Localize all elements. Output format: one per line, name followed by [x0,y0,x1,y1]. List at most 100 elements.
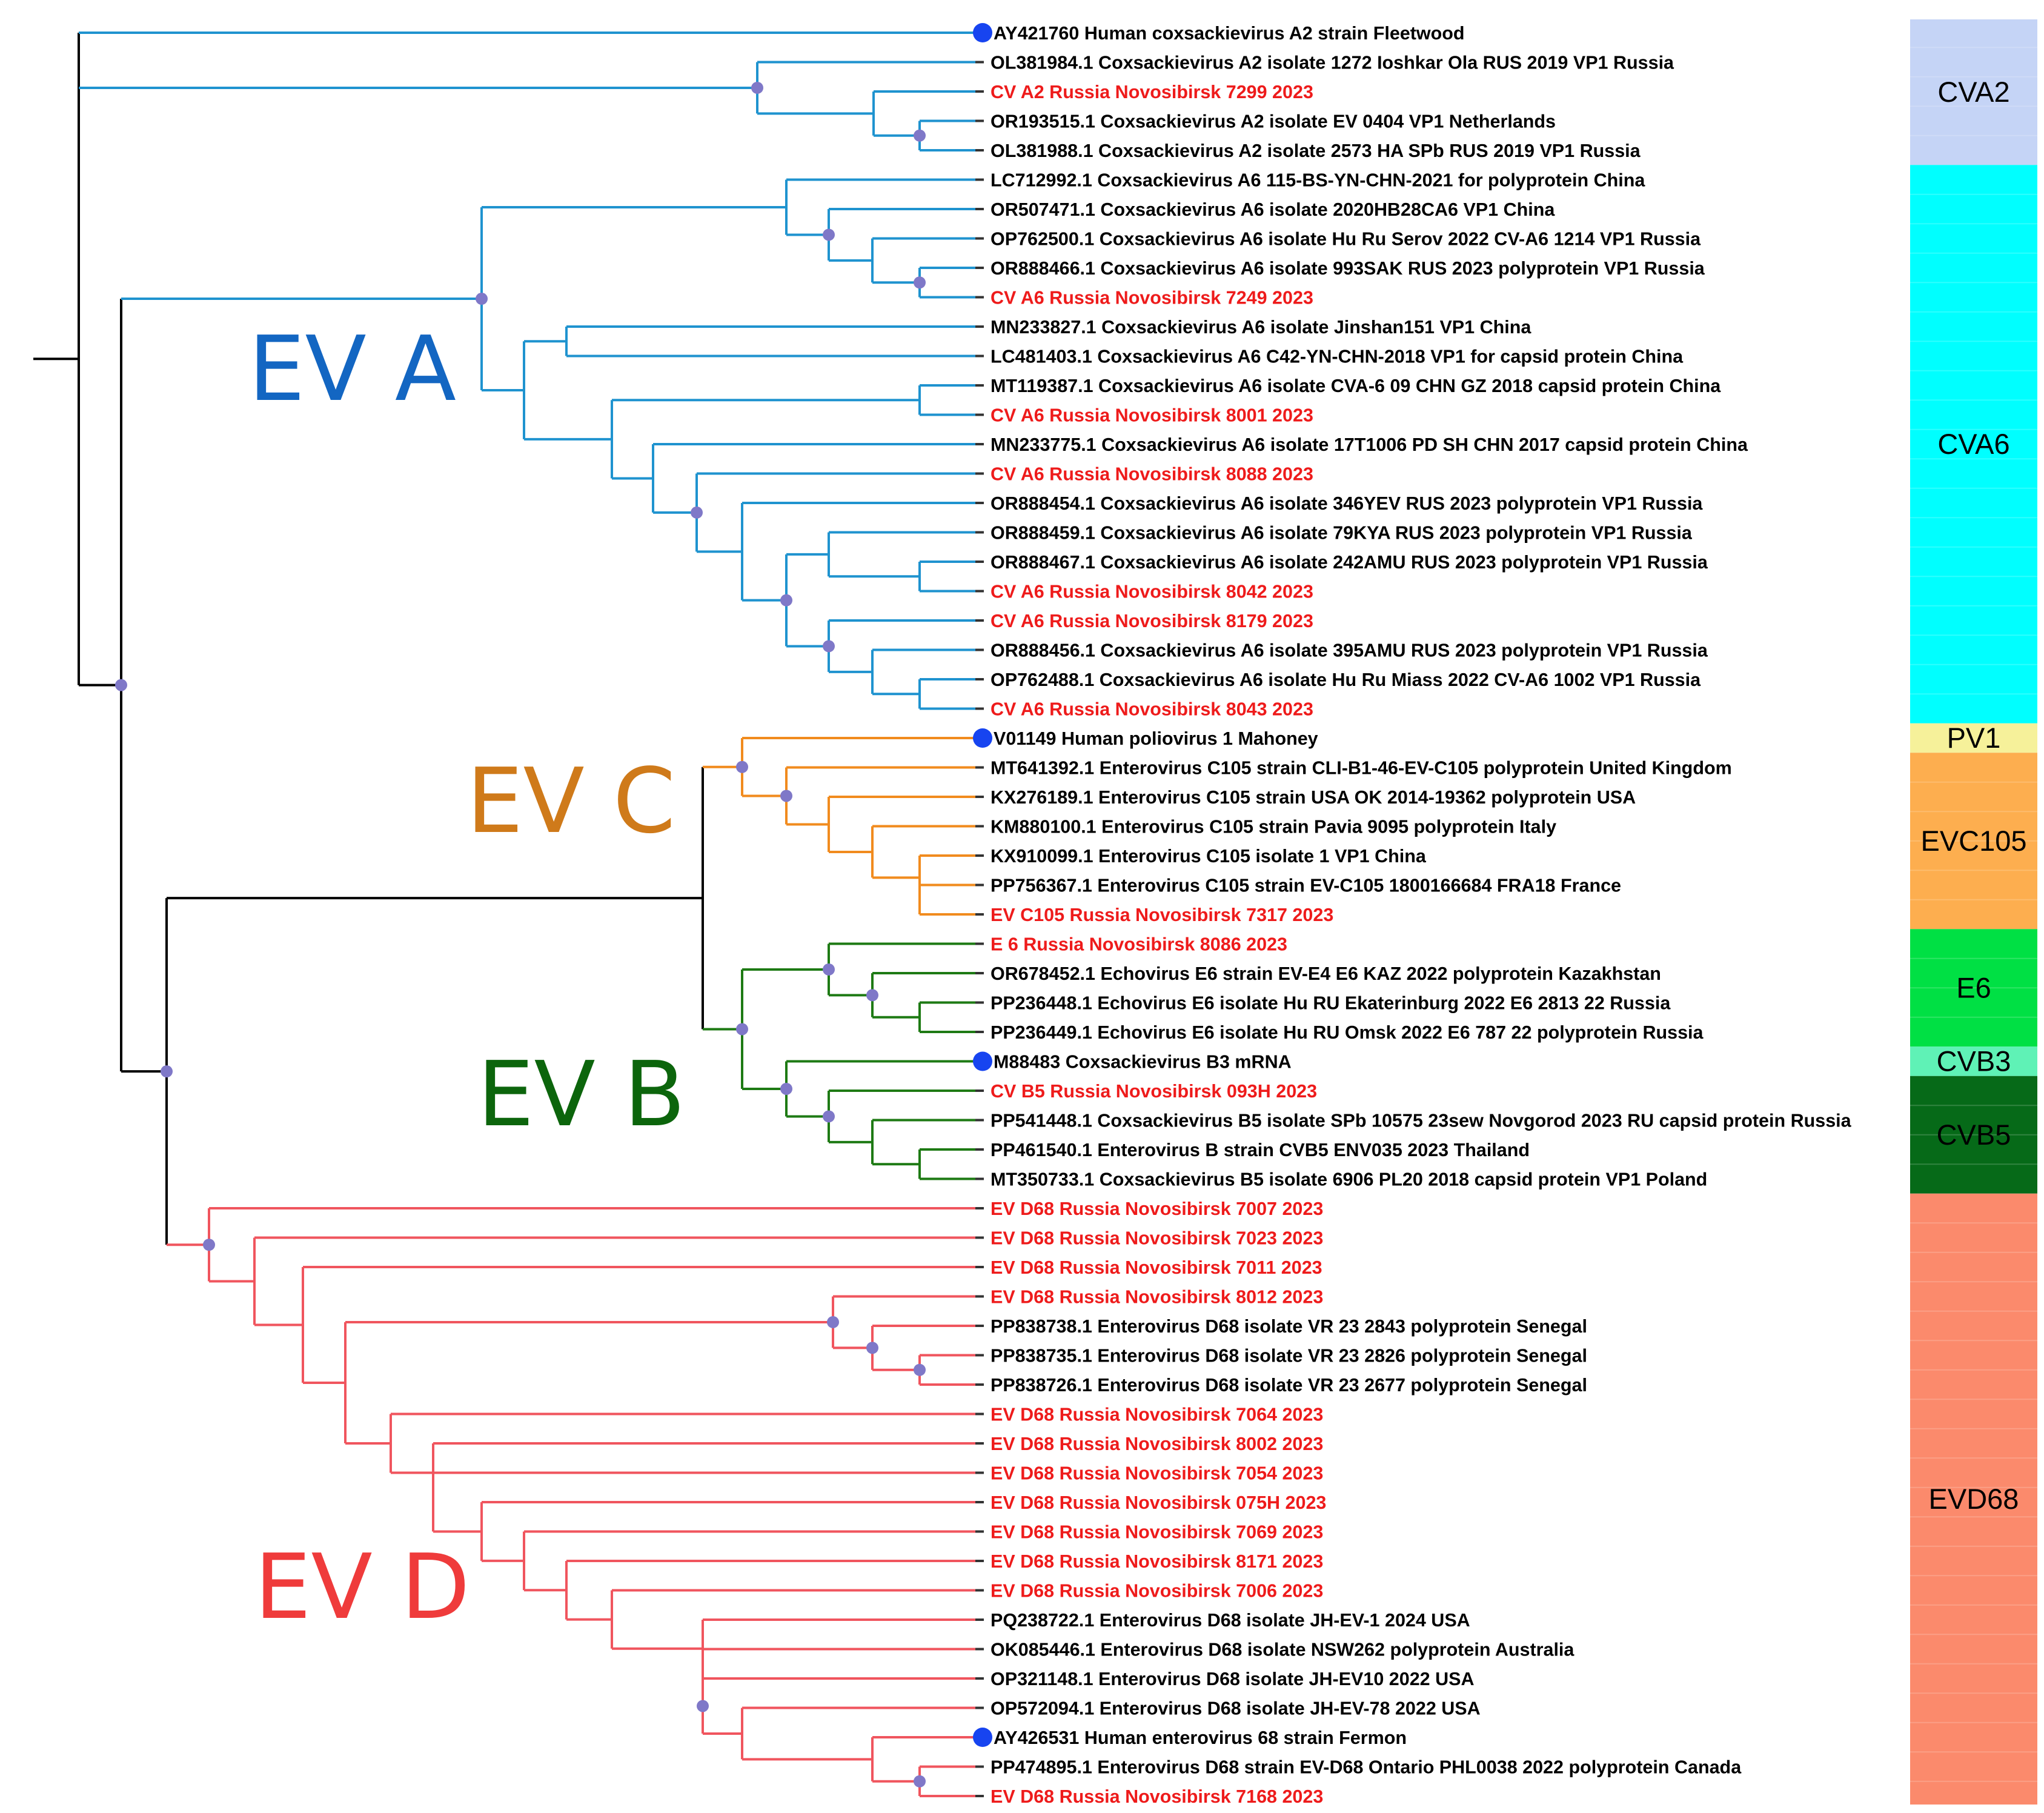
leaf-label: CV A6 Russia Novosibirsk 7249 2023 [990,288,1313,308]
node-support-dot [823,963,835,976]
clade-label-ev-b: EV B [477,1042,685,1146]
genotype-band [1910,753,2037,930]
genotype-band [1910,723,2037,753]
leaf-label: PP838726.1 Enterovirus D68 isolate VR 23… [990,1375,1587,1396]
leaf-label: EV D68 Russia Novosibirsk 7168 2023 [990,1786,1323,1807]
genotype-bands: CVA2 CVA6 PV1 EVC105 E6 CVB3 CVB5 EVD68 [1910,19,2037,1812]
leaf-label: OP572094.1 Enterovirus D68 isolate JH-EV… [990,1698,1481,1719]
leaf-label: OR507471.1 Coxsackievirus A6 isolate 202… [990,199,1555,220]
leaf-label: PP236448.1 Echovirus E6 isolate Hu RU Ek… [990,993,1671,1014]
leaf-label: CV A6 Russia Novosibirsk 8043 2023 [990,699,1313,720]
leaf-label: AY426531 Human enterovirus 68 strain Fer… [994,1728,1407,1748]
reference-strain-dot [973,1728,992,1747]
node-support-dot [914,276,926,289]
leaf-labels: AY421760 Human coxsackievirus A2 strain … [973,23,1852,1807]
node-support-dot [736,1023,748,1036]
genotype-band [1910,19,2037,165]
node-support-dot [866,1342,878,1354]
leaf-label: EV C105 Russia Novosibirsk 7317 2023 [990,905,1333,925]
genotype-label: CVB3 [1937,1045,2011,1077]
node-support-dot [823,1110,835,1123]
leaf-label: OR888467.1 Coxsackievirus A6 isolate 242… [990,552,1708,573]
leaf-label: OR888454.1 Coxsackievirus A6 isolate 346… [990,493,1703,514]
node-support-dot [736,760,748,773]
tree-branches [33,32,975,1797]
genotype-label: PV1 [1947,722,2001,754]
leaf-label: EV D68 Russia Novosibirsk 7007 2023 [990,1199,1323,1219]
leaf-label: OR888459.1 Coxsackievirus A6 isolate 79K… [990,523,1693,544]
clade-label-ev-c: EV C [466,749,675,853]
leaf-label: OR888456.1 Coxsackievirus A6 isolate 395… [990,640,1708,661]
leaf-label: MT119387.1 Coxsackievirus A6 isolate CVA… [990,376,1721,396]
genotype-band [1910,165,2037,724]
leaf-label: PP236449.1 Echovirus E6 isolate Hu RU Om… [990,1022,1704,1043]
leaf-label: CV B5 Russia Novosibirsk 093H 2023 [990,1081,1317,1102]
leaf-label: OR888466.1 Coxsackievirus A6 isolate 993… [990,258,1705,279]
leaf-label: MT350733.1 Coxsackievirus B5 isolate 690… [990,1169,1707,1190]
leaf-label: AY421760 Human coxsackievirus A2 strain … [994,23,1465,44]
node-support-dot [697,1700,709,1712]
leaf-label: PP756367.1 Enterovirus C105 strain EV-C1… [990,876,1621,896]
leaf-label: OR678452.1 Echovirus E6 strain EV-E4 E6 … [990,963,1661,984]
leaf-label: PP838738.1 Enterovirus D68 isolate VR 23… [990,1316,1587,1337]
leaf-label: EV D68 Russia Novosibirsk 7006 2023 [990,1581,1323,1602]
node-support-dot [476,293,488,305]
leaf-label: PP474895.1 Enterovirus D68 strain EV-D68… [990,1757,1742,1778]
genotype-band [1910,929,2037,1047]
node-support-dot [751,81,763,94]
leaf-label: OR193515.1 Coxsackievirus A2 isolate EV … [990,111,1556,132]
genotype-label: EVD68 [1929,1483,2019,1515]
reference-strain-dot [973,23,992,42]
leaf-label: E 6 Russia Novosibirsk 8086 2023 [990,934,1287,955]
leaf-label: KX276189.1 Enterovirus C105 strain USA O… [990,787,1636,808]
leaf-label: CV A6 Russia Novosibirsk 8001 2023 [990,405,1313,426]
leaf-label: OP321148.1 Enterovirus D68 isolate JH-EV… [990,1669,1475,1689]
leaf-label: PQ238722.1 Enterovirus D68 isolate JH-EV… [990,1610,1470,1631]
leaf-label: EV D68 Russia Novosibirsk 8171 2023 [990,1551,1323,1572]
reference-strain-dot [973,728,992,748]
leaf-label: CV A6 Russia Novosibirsk 8088 2023 [990,464,1313,485]
leaf-label: LC712992.1 Coxsackievirus A6 115-BS-YN-C… [990,170,1645,191]
node-support-dot [866,989,878,1002]
node-support-dot [823,228,835,241]
leaf-label: EV D68 Russia Novosibirsk 075H 2023 [990,1492,1326,1513]
leaf-label: PP461540.1 Enterovirus B strain CVB5 ENV… [990,1140,1530,1160]
genotype-band [1910,1076,2037,1194]
leaf-label: OL381984.1 Coxsackievirus A2 isolate 127… [990,53,1674,73]
reference-strain-dot [973,1051,992,1071]
leaf-label: KM880100.1 Enterovirus C105 strain Pavia… [990,817,1556,837]
leaf-label: OK085446.1 Enterovirus D68 isolate NSW26… [990,1640,1574,1660]
leaf-label: EV D68 Russia Novosibirsk 8012 2023 [990,1287,1323,1308]
node-support-dot [780,594,792,607]
node-markers [115,81,926,1788]
leaf-label: V01149 Human poliovirus 1 Mahoney [994,728,1318,749]
node-support-dot [691,506,703,519]
leaf-label: EV D68 Russia Novosibirsk 7069 2023 [990,1522,1323,1543]
leaf-label: PP541448.1 Coxsackievirus B5 isolate SPb… [990,1111,1852,1131]
leaf-label: LC481403.1 Coxsackievirus A6 C42-YN-CHN-… [990,347,1684,367]
node-support-dot [914,129,926,142]
leaf-label: MN233775.1 Coxsackievirus A6 isolate 17T… [990,434,1748,455]
leaf-label: EV D68 Russia Novosibirsk 7011 2023 [990,1257,1322,1278]
node-support-dot [823,640,835,653]
node-support-dot [161,1065,173,1078]
leaf-label: MT641392.1 Enterovirus C105 strain CLI-B… [990,758,1732,779]
leaf-label: CV A6 Russia Novosibirsk 8042 2023 [990,582,1313,602]
node-support-dot [827,1316,839,1328]
leaf-label: EV D68 Russia Novosibirsk 7064 2023 [990,1405,1323,1425]
leaf-label: PP838735.1 Enterovirus D68 isolate VR 23… [990,1346,1587,1366]
node-support-dot [780,790,792,802]
genotype-label: EVC105 [1920,825,2026,857]
leaf-label: EV D68 Russia Novosibirsk 7054 2023 [990,1463,1323,1484]
leaf-label: CV A2 Russia Novosibirsk 7299 2023 [990,82,1313,102]
leaf-label: OL381988.1 Coxsackievirus A2 isolate 257… [990,141,1641,161]
node-support-dot [914,1363,926,1376]
leaf-label: EV D68 Russia Novosibirsk 8002 2023 [990,1434,1323,1454]
genotype-label: CVB5 [1937,1119,2011,1151]
genotype-band [1910,1193,2037,1805]
clade-label-ev-d: EV D [254,1535,470,1639]
leaf-label: EV D68 Russia Novosibirsk 7023 2023 [990,1228,1323,1249]
leaf-label: M88483 Coxsackievirus B3 mRNA [994,1052,1292,1073]
node-support-dot [203,1239,215,1251]
